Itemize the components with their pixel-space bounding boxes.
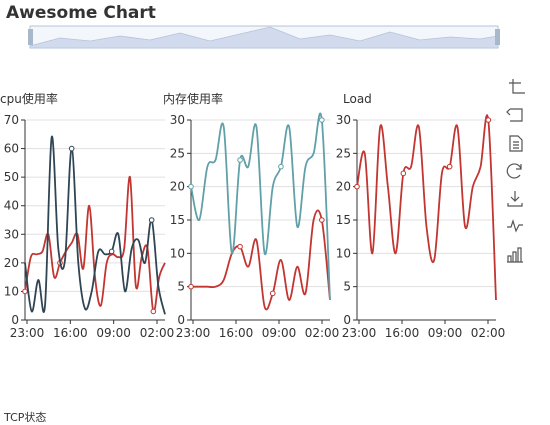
y-tick-label: 5 (177, 280, 185, 294)
y-tick-label: 5 (343, 280, 351, 294)
x-tick-label: 02:00 (305, 326, 340, 340)
y-tick-label: 0 (177, 313, 185, 327)
chart-title: Awesome Chart (6, 3, 156, 23)
series-line-red (190, 209, 331, 311)
x-tick-label: 09:00 (428, 326, 463, 340)
series-line-navy (24, 136, 166, 315)
x-tick-label: 16:00 (385, 326, 420, 340)
y-tick-label: 30 (336, 113, 351, 127)
data-zoom-slider[interactable] (28, 25, 500, 49)
panel-title: 内存使用率 (163, 91, 223, 106)
y-tick-label: 10 (4, 284, 19, 298)
bar-chart-icon[interactable] (507, 247, 523, 263)
series-marker[interactable] (400, 170, 407, 177)
y-tick-label: 0 (343, 313, 351, 327)
restore-icon[interactable] (506, 163, 522, 179)
data-view-icon[interactable] (509, 135, 523, 152)
series-marker[interactable] (150, 308, 157, 315)
series-marker[interactable] (188, 283, 194, 290)
save-image-icon[interactable] (507, 191, 523, 207)
y-tick-label: 40 (4, 199, 19, 213)
x-tick-label: 23:00 (10, 326, 45, 340)
series-marker[interactable] (108, 248, 115, 255)
x-tick-label: 23:00 (342, 326, 377, 340)
y-tick-label: 25 (336, 146, 351, 160)
x-tick-label: 23:00 (176, 326, 211, 340)
series-line-teal (190, 112, 331, 301)
series-marker[interactable] (446, 163, 453, 170)
y-tick-label: 10 (170, 246, 185, 260)
section-subtitle: TCP状态 (4, 411, 47, 424)
y-tick-label: 30 (170, 113, 185, 127)
y-tick-label: 20 (336, 180, 351, 194)
x-tick-label: 09:00 (262, 326, 297, 340)
data-zoom-left-handle[interactable] (28, 29, 33, 45)
x-tick-label: 16:00 (53, 326, 88, 340)
line-chart-icon[interactable] (507, 219, 523, 233)
y-tick-label: 20 (170, 180, 185, 194)
x-tick-label: 09:00 (96, 326, 131, 340)
x-tick-label: 02:00 (140, 326, 175, 340)
y-tick-label: 0 (11, 313, 19, 327)
y-tick-label: 50 (4, 170, 19, 184)
chart-panel-1: cpu使用率 0 10 20 30 40 50 60 70 23:00 16:00 09:00 02:0… (0, 91, 174, 340)
y-tick-label: 15 (170, 213, 185, 227)
y-tick-label: 15 (336, 213, 351, 227)
zoom-reset-icon[interactable] (506, 108, 523, 122)
zoom-icon[interactable] (509, 79, 525, 94)
panel-title: cpu使用率 (0, 91, 58, 106)
x-tick-label: 16:00 (219, 326, 254, 340)
panel-title: Load (343, 92, 372, 106)
y-tick-label: 20 (4, 256, 19, 270)
series-marker[interactable] (269, 290, 276, 297)
x-tick-label: 02:00 (471, 326, 506, 340)
series-marker[interactable] (319, 217, 325, 223)
series-marker[interactable] (148, 217, 155, 223)
chart-panel-2: 内存使用率 0 5 10 15 20 25 30 23:00 16:00 09:00 02:00 (163, 91, 339, 340)
series-marker[interactable] (188, 183, 194, 190)
series-marker[interactable] (485, 117, 492, 123)
data-zoom-right-handle[interactable] (495, 29, 500, 45)
series-marker[interactable] (278, 163, 284, 170)
series-marker[interactable] (237, 243, 243, 250)
toolbox (506, 79, 525, 263)
y-tick-label: 60 (4, 142, 19, 156)
series-marker[interactable] (22, 288, 28, 295)
series-marker[interactable] (354, 183, 360, 190)
y-tick-label: 70 (4, 113, 19, 127)
y-tick-label: 10 (336, 246, 351, 260)
series-marker[interactable] (319, 117, 325, 123)
y-tick-label: 25 (170, 146, 185, 160)
y-tick-label: 30 (4, 227, 19, 241)
series-marker[interactable] (68, 145, 75, 152)
series-line-red (356, 114, 497, 301)
series-marker[interactable] (237, 157, 243, 163)
chart-panel-3: Load 0 5 10 15 20 25 30 23:00 16:00 09:00 02:00 (336, 92, 506, 340)
